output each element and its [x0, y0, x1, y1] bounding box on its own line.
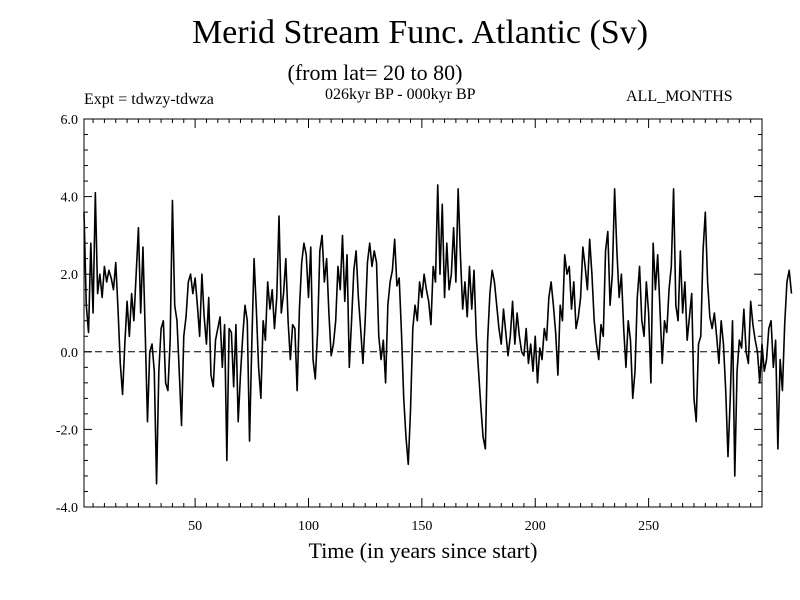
experiment-label: Expt = tdwzy-tdwza: [84, 91, 214, 108]
y-tick-label: 0.0: [61, 346, 79, 361]
ticks-layer: [84, 118, 763, 508]
series-line-0: [83, 184, 793, 485]
y-tick-label: -4.0: [56, 501, 78, 516]
y-tick-label: -2.0: [56, 423, 78, 438]
y-tick-label: 2.0: [61, 268, 79, 283]
y-tick-label: 6.0: [61, 113, 79, 128]
period-label: 026kyr BP - 000kyr BP: [325, 86, 476, 103]
tick-labels-layer: -4.0 -2.0 0.0 2.0 4.0 6.0 50 100 150 200 250: [56, 113, 659, 534]
series-layer: [83, 184, 793, 485]
months-label: ALL_MONTHS: [626, 88, 733, 105]
x-tick-label: 150: [411, 519, 432, 534]
y-tick-label: 4.0: [61, 191, 79, 206]
chart-subtitle: (from lat= 20 to 80): [287, 60, 463, 85]
x-tick-label: 200: [525, 519, 546, 534]
x-tick-label: 250: [638, 519, 659, 534]
x-axis-label: Time (in years since start): [308, 538, 538, 563]
plot-frame: [83, 118, 763, 508]
x-tick-label: 50: [188, 519, 202, 534]
chart-title: Merid Stream Func. Atlantic (Sv): [191, 14, 649, 51]
x-tick-label: 100: [298, 519, 319, 534]
